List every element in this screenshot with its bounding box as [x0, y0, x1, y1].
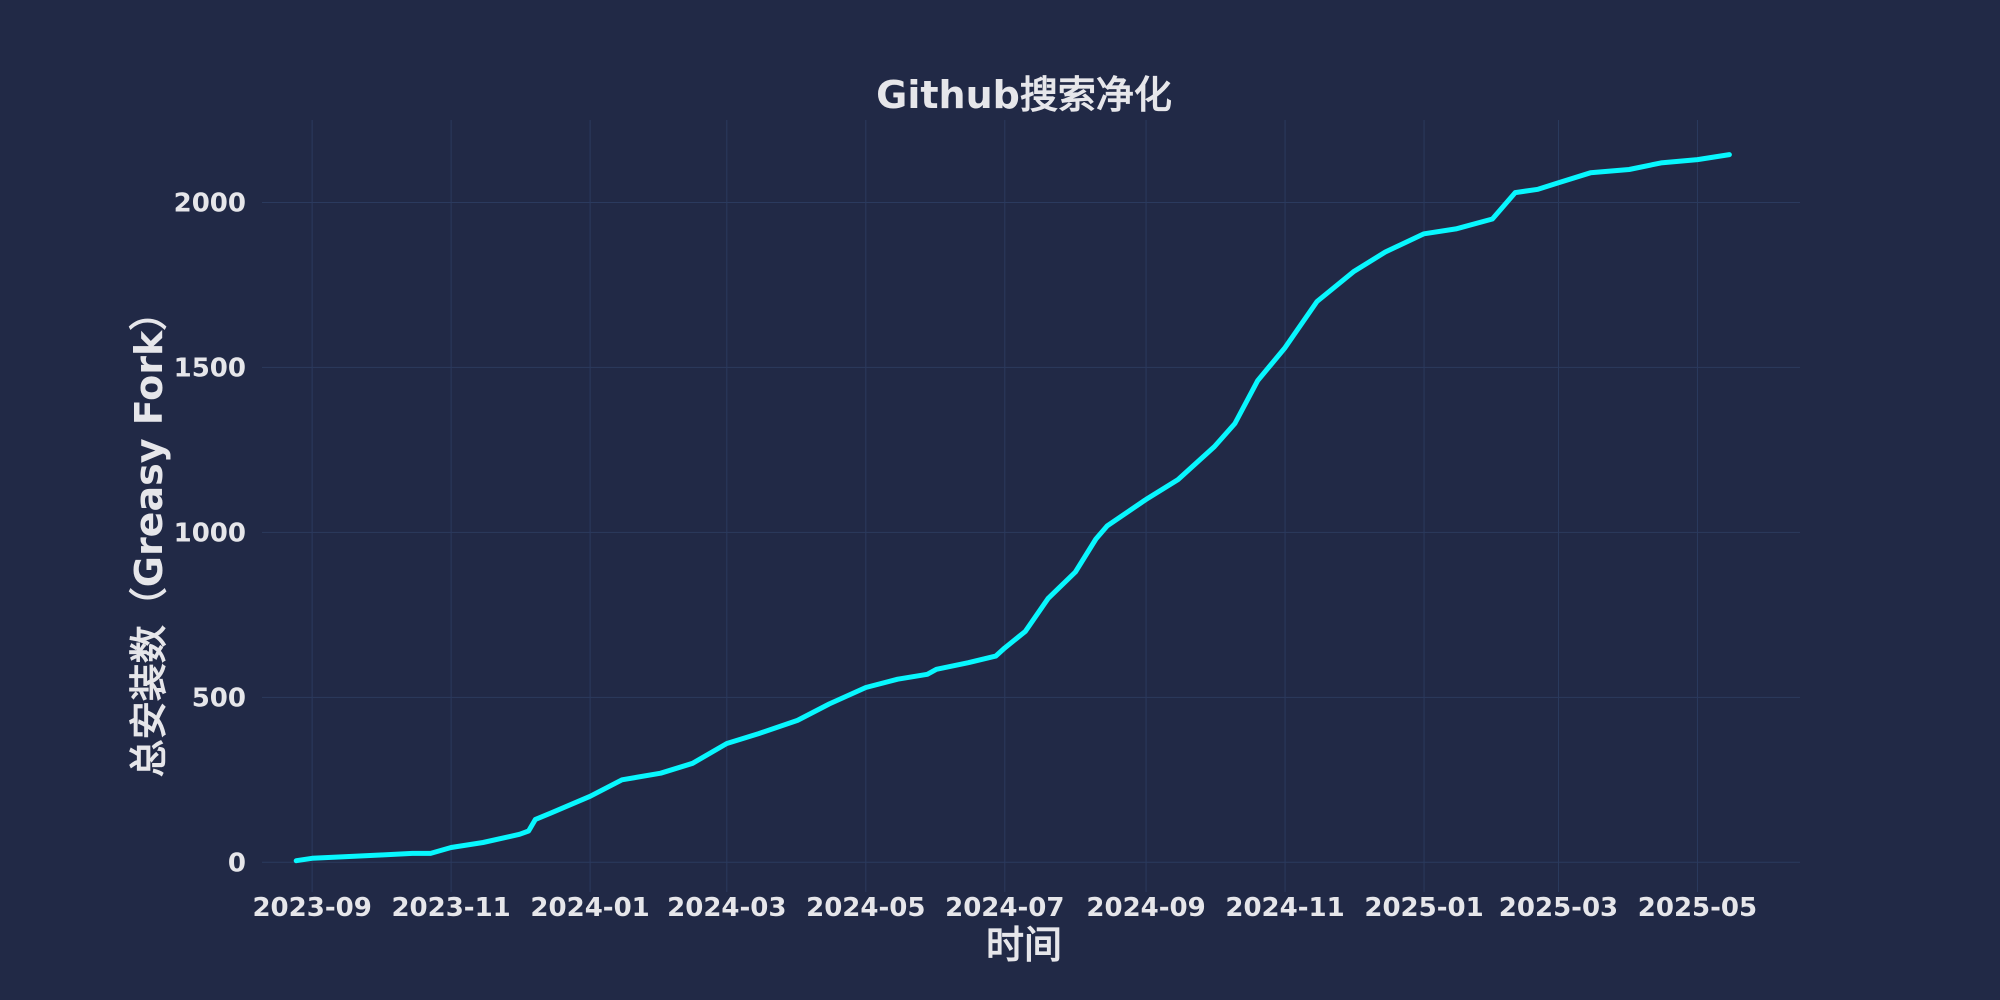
x-tick-label: 2024-07: [945, 893, 1064, 923]
x-tick-label: 2024-01: [530, 893, 649, 923]
y-tick-label: 1500: [174, 353, 246, 383]
y-tick-labels: 0 500 1000 1500 2000: [174, 188, 246, 878]
x-tick-label: 2023-09: [252, 893, 371, 923]
x-tick-label: 2024-05: [806, 893, 925, 923]
x-axis-label: 时间: [986, 923, 1062, 967]
y-tick-label: 1000: [174, 518, 246, 548]
x-tick-label: 2024-09: [1086, 893, 1205, 923]
x-tick-label: 2025-01: [1364, 893, 1483, 923]
y-tick-label: 0: [228, 848, 246, 878]
x-tick-label: 2025-03: [1499, 893, 1618, 923]
y-tick-label: 500: [192, 683, 246, 713]
x-tick-label: 2024-11: [1225, 893, 1344, 923]
y-axis-label: 总安装数（Greasy Fork）: [127, 293, 171, 778]
x-tick-label: 2024-03: [667, 893, 786, 923]
grid: [262, 120, 1800, 892]
chart-title: Github搜索净化: [876, 73, 1172, 117]
x-tick-labels: 2023-09 2023-11 2024-01 2024-03 2024-05 2024-…: [252, 893, 1757, 923]
x-tick-label: 2025-05: [1638, 893, 1757, 923]
install-count-line: [293, 152, 1732, 864]
x-tick-label: 2023-11: [391, 893, 510, 923]
y-tick-label: 2000: [174, 188, 246, 218]
